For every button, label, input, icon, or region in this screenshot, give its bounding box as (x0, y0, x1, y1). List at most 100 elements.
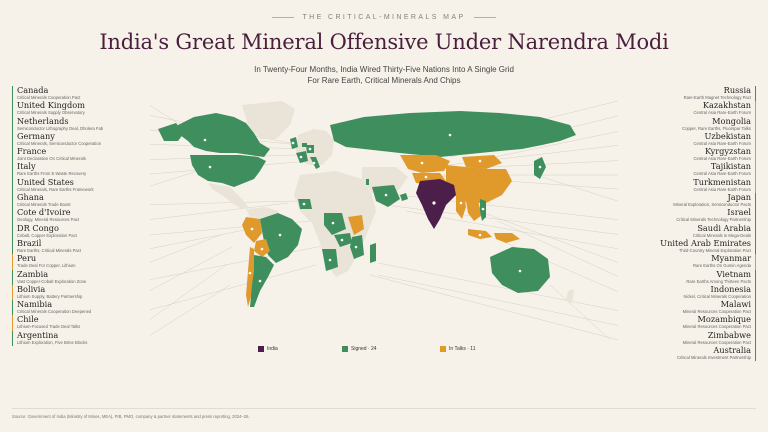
left-country-entry: Italy Rare Earths From E-Waste Recovery (12, 162, 162, 178)
country-deal-description: Rare Earths From E-Waste Recovery (17, 171, 87, 177)
country-name: Vietnam (716, 269, 751, 279)
country-deal-description: Rare Earths, Critical Minerals Pact (17, 247, 81, 253)
country-name: United Kingdom (17, 101, 85, 111)
right-country-entry: Turkmenistan Central Asia Rare-Earth Foru… (606, 177, 756, 194)
country-deal-description: Critical Minerals Cooperation Pact (17, 95, 81, 100)
right-country-list: Russia Rare-Earth Magnet Technology Pact K… (606, 86, 756, 362)
left-country-entry: France Joint Declaration On Critical Mine… (12, 147, 162, 163)
kicker: THE CRITICAL-MINERALS MAP (0, 14, 768, 21)
country-deal-description: Mineral Resources Cooperation Pact (682, 339, 751, 345)
right-country-entry: Indonesia Nickel, Critical Minerals Coope… (606, 284, 756, 301)
russia-shape (330, 111, 576, 157)
left-country-entry: Argentina Lithium Exploration, Five Brine… (12, 330, 162, 347)
uae-shape (400, 193, 408, 201)
right-country-entry: Malawi Mineral Resources Cooperation Pact (606, 300, 756, 316)
left-country-entry: Canada Critical Minerals Cooperation Pact (12, 86, 162, 102)
country-deal-description: Rare Earths On Gumin Agenda (693, 263, 751, 269)
legend-talks: In Talks · 11 (440, 346, 476, 352)
country-name: Tajikistan (710, 162, 751, 172)
subtitle-line-1: In Twenty-Four Months, India Wired Thirt… (254, 65, 514, 74)
country-deal-description: Mineral Resources Cooperation Pact (682, 324, 751, 330)
legend-signed: Signed · 24 (342, 346, 377, 352)
right-country-entry: Australia Critical Minerals Investment Pa… (606, 346, 756, 362)
left-country-entry: Germany Critical Minerals, Semiconductor … (12, 131, 162, 148)
page-title: India's Great Mineral Offensive Under Na… (99, 30, 669, 54)
country-name: Germany (17, 131, 55, 141)
country-name: Cote d'Ivoire (17, 208, 71, 218)
netherlands-shape (302, 143, 307, 147)
map-legend: India Signed · 24 In Talks · 11 (258, 346, 518, 356)
country-deal-description: Critical Minerals Technology Partnership (676, 217, 751, 223)
canada-shape (178, 113, 270, 157)
country-deal-description: Nickel, Critical Minerals Cooperation (683, 293, 752, 299)
argentina-shape (250, 255, 274, 307)
legend-india: India (258, 346, 278, 352)
legend-signed-swatch (342, 346, 348, 352)
left-country-entry: Namibia Critical Minerals Cooperation Dee… (12, 300, 162, 316)
israel-shape (366, 179, 369, 185)
country-deal-description: Critical Minerals Investment Partnership (676, 355, 751, 361)
country-deal-description: Critical Minerals, Semiconductor Coopera… (17, 140, 102, 146)
country-name: Myanmar (711, 254, 751, 264)
country-name: Indonesia (710, 284, 752, 294)
kazakhstan-shape (400, 155, 450, 173)
right-country-entry: Tajikistan Central Asia Rare-Earth Forum (606, 162, 756, 178)
country-deal-description: Critical Minerals Supply Observatory (17, 110, 85, 116)
country-name: Zambia (17, 269, 49, 279)
country-deal-description: Central Asia Rare-Earth Forum (693, 140, 751, 146)
country-name: United States (17, 177, 74, 187)
country-name: United Arab Emirates (660, 238, 751, 248)
right-country-entry: Japan Mineral Exploration, Semiconductor … (606, 193, 756, 209)
country-name: Namibia (17, 300, 53, 310)
country-deal-description: Rare-Earth Magnet Technology Pact (683, 95, 751, 100)
legend-india-label: India (267, 346, 278, 352)
right-country-entry: Zimbabwe Mineral Resources Cooperation Pa… (606, 330, 756, 347)
left-country-entry: Zambia Vast Copper-Cobalt Exploration Zon… (12, 269, 162, 285)
country-name: DR Congo (17, 223, 59, 233)
country-name: Saudi Arabia (697, 223, 751, 233)
right-country-entry: Israel Critical Minerals Technology Partn… (606, 208, 756, 224)
country-name: Japan (727, 193, 751, 203)
country-name: France (17, 147, 47, 157)
country-deal-description: Central Asia Rare-Earth Forum (693, 110, 751, 116)
myanmar-shape (456, 191, 466, 219)
legend-india-swatch (258, 346, 264, 352)
country-name: Malawi (720, 300, 751, 310)
country-name: Mozambique (697, 315, 752, 325)
country-deal-description: Joint Declaration On Critical Minerals (17, 156, 86, 162)
country-deal-description: Lithium-Focused Trade Deal Talks (17, 324, 81, 330)
right-country-entry: Vietnam Rare Earths Among Thirteen Pacts (606, 269, 756, 285)
right-country-entry: Mongolia Copper, Rare Earths, Fluorspar T… (606, 116, 756, 132)
left-country-entry: United Kingdom Critical Minerals Supply O… (12, 101, 162, 117)
brazil-shape (260, 213, 302, 263)
china-shape (446, 165, 512, 203)
country-name: Brazil (17, 238, 42, 248)
country-deal-description: Central Asia Rare-Earth Forum (693, 171, 751, 177)
right-country-entry: Myanmar Rare Earths On Gumin Agenda (606, 254, 756, 270)
left-country-entry: Netherlands Semiconductor Lithography Dea… (12, 116, 162, 132)
country-deal-description: Third-Country Mineral Exploration Pact (678, 247, 751, 253)
country-deal-description: Trade Deal For Copper, Lithium (17, 263, 76, 269)
country-name: Israel (727, 208, 751, 218)
east-africa-shape (348, 215, 364, 235)
left-country-entry: United States Critical Minerals, Rare Ear… (12, 177, 162, 194)
country-deal-description: Lithium Exploration, Five Brine Blocks (17, 339, 88, 345)
country-name: Canada (17, 86, 49, 95)
country-name: Peru (17, 254, 37, 264)
left-country-entry: Bolivia Lithium Supply, Battery Partnersh… (12, 284, 162, 301)
legend-talks-swatch (440, 346, 446, 352)
country-deal-description: Critical Minerals, Rare Earths Framework (17, 186, 94, 192)
usa-shape (190, 155, 266, 187)
madagascar-shape (370, 243, 376, 263)
country-name: Kazakhstan (702, 101, 751, 111)
left-country-entry: Peru Trade Deal For Copper, Lithium (12, 254, 162, 270)
dr-congo-shape (324, 213, 346, 235)
country-name: Zimbabwe (707, 330, 751, 340)
new-zealand-shape (566, 289, 574, 303)
world-map (150, 100, 618, 340)
country-deal-description: Critical Minerals Trade Boost (17, 202, 71, 208)
right-country-entry: Kyrgyzstan Central Asia Rare-Earth Forum (606, 147, 756, 163)
india-shape (416, 179, 456, 229)
country-name: Netherlands (17, 116, 69, 126)
country-name: Uzbekistan (704, 131, 751, 141)
